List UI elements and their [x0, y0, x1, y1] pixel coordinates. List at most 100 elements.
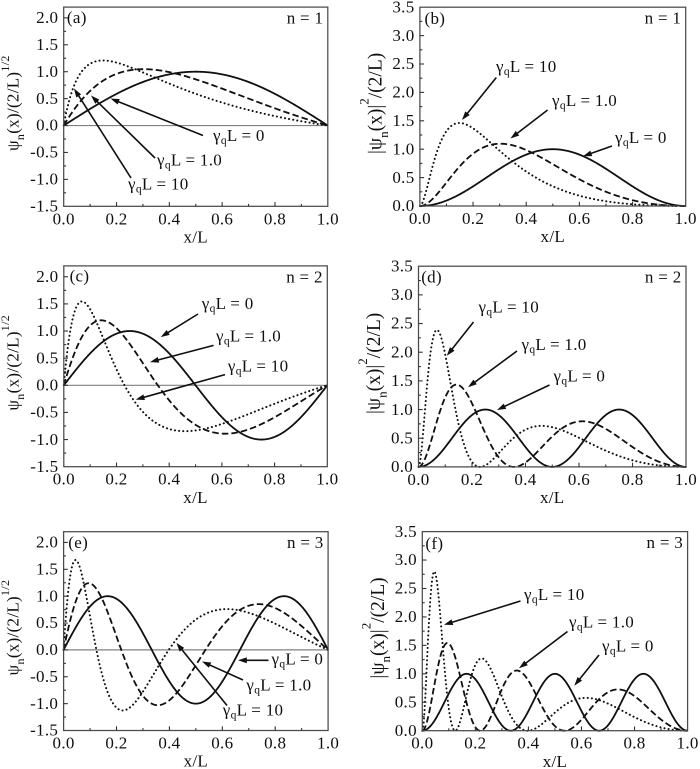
svg-text:1.5: 1.5 — [36, 35, 58, 54]
svg-text:(a): (a) — [67, 8, 87, 27]
svg-text:0.8: 0.8 — [264, 209, 286, 228]
svg-text:1.5: 1.5 — [391, 371, 413, 390]
svg-text:-1.5: -1.5 — [30, 721, 58, 740]
svg-text:0.2: 0.2 — [105, 734, 127, 753]
svg-text:3.5: 3.5 — [392, 0, 414, 16]
svg-text:-1.0: -1.0 — [30, 430, 58, 449]
svg-text:1.5: 1.5 — [392, 111, 414, 130]
svg-text:0.2: 0.2 — [462, 209, 484, 228]
svg-text:0.0: 0.0 — [392, 196, 414, 215]
svg-text:0.0: 0.0 — [36, 375, 58, 394]
svg-text:0.2: 0.2 — [461, 470, 483, 489]
svg-text:(e): (e) — [68, 533, 88, 552]
svg-text:0.8: 0.8 — [621, 470, 643, 489]
svg-text:-0.5: -0.5 — [30, 403, 58, 422]
svg-text:γqL = 0: γqL = 0 — [201, 294, 254, 315]
svg-text:0.2: 0.2 — [464, 734, 486, 753]
svg-text:(d): (d) — [421, 268, 442, 287]
svg-text:γqL = 10: γqL = 10 — [478, 297, 540, 318]
svg-text:x/L: x/L — [183, 488, 208, 507]
svg-text:n = 1: n = 1 — [287, 9, 324, 28]
svg-text:-1.0: -1.0 — [30, 170, 58, 189]
svg-text:0.0: 0.0 — [409, 209, 431, 228]
svg-text:γqL = 10: γqL = 10 — [523, 585, 585, 606]
svg-text:0.8: 0.8 — [264, 470, 286, 489]
svg-text:1.0: 1.0 — [317, 734, 339, 753]
svg-text:2.0: 2.0 — [36, 267, 58, 286]
svg-text:γqL = 0: γqL = 0 — [553, 367, 606, 388]
svg-text:1.5: 1.5 — [36, 560, 58, 579]
svg-text:0.4: 0.4 — [158, 209, 180, 228]
svg-text:1.0: 1.0 — [675, 209, 697, 228]
svg-text:0.0: 0.0 — [395, 721, 417, 740]
svg-text:0.8: 0.8 — [623, 734, 645, 753]
svg-text:0.6: 0.6 — [211, 470, 233, 489]
svg-text:1.0: 1.0 — [395, 664, 417, 683]
svg-text:1.5: 1.5 — [36, 294, 58, 313]
svg-text:0.5: 0.5 — [36, 348, 58, 367]
svg-text:3.0: 3.0 — [392, 26, 414, 45]
svg-text:γqL = 1.0: γqL = 1.0 — [245, 676, 311, 697]
svg-text:γqL = 10: γqL = 10 — [222, 700, 284, 721]
svg-text:1.5: 1.5 — [395, 636, 417, 655]
svg-text:0.4: 0.4 — [515, 209, 537, 228]
svg-text:0.2: 0.2 — [105, 209, 127, 228]
svg-text:0.5: 0.5 — [36, 613, 58, 632]
svg-text:γqL = 0: γqL = 0 — [212, 126, 265, 147]
svg-text:(c): (c) — [70, 267, 90, 286]
svg-text:γqL = 1.0: γqL = 1.0 — [521, 335, 587, 356]
svg-text:0.8: 0.8 — [264, 734, 286, 753]
svg-text:-0.5: -0.5 — [30, 143, 58, 162]
svg-text:γqL = 10: γqL = 10 — [495, 57, 557, 78]
svg-text:0.8: 0.8 — [621, 209, 643, 228]
svg-text:2.0: 2.0 — [391, 342, 413, 361]
svg-text:0.0: 0.0 — [391, 457, 413, 476]
svg-text:n = 1: n = 1 — [645, 9, 682, 28]
svg-text:1.0: 1.0 — [317, 209, 339, 228]
svg-text:0.6: 0.6 — [568, 470, 590, 489]
svg-text:x/L: x/L — [543, 752, 568, 769]
svg-text:(f): (f) — [425, 534, 443, 553]
svg-text:0.2: 0.2 — [105, 470, 127, 489]
svg-text:1.0: 1.0 — [36, 321, 58, 340]
svg-text:γqL = 1.0: γqL = 1.0 — [156, 151, 222, 172]
svg-text:1.0: 1.0 — [677, 734, 699, 753]
svg-text:γqL = 0: γqL = 0 — [614, 128, 667, 149]
svg-text:0.0: 0.0 — [53, 470, 75, 489]
svg-text:0.0: 0.0 — [53, 734, 75, 753]
svg-text:γqL = 1.0: γqL = 1.0 — [551, 91, 617, 112]
svg-text:x/L: x/L — [540, 488, 565, 507]
svg-text:x/L: x/L — [541, 227, 566, 246]
svg-text:x/L: x/L — [183, 228, 208, 247]
svg-text:3.5: 3.5 — [395, 522, 417, 541]
svg-text:3.0: 3.0 — [395, 550, 417, 569]
svg-text:1.0: 1.0 — [316, 470, 338, 489]
svg-text:1.0: 1.0 — [36, 62, 58, 81]
svg-text:n = 2: n = 2 — [286, 267, 323, 286]
svg-text:2.0: 2.0 — [36, 533, 58, 552]
svg-text:1.0: 1.0 — [675, 470, 697, 489]
svg-text:2.5: 2.5 — [391, 314, 413, 333]
svg-text:2.0: 2.0 — [395, 607, 417, 626]
svg-text:0.6: 0.6 — [568, 209, 590, 228]
svg-text:n = 3: n = 3 — [647, 533, 684, 552]
svg-text:γqL = 1.0: γqL = 1.0 — [568, 612, 634, 633]
svg-text:0.4: 0.4 — [514, 470, 536, 489]
svg-text:3.5: 3.5 — [391, 256, 413, 275]
svg-text:0.4: 0.4 — [158, 734, 180, 753]
svg-text:(b): (b) — [425, 9, 446, 28]
svg-text:0.6: 0.6 — [211, 209, 233, 228]
svg-text:1.0: 1.0 — [391, 400, 413, 419]
svg-text:0.5: 0.5 — [395, 692, 417, 711]
svg-text:-1.0: -1.0 — [30, 694, 58, 713]
svg-text:-0.5: -0.5 — [30, 667, 58, 686]
svg-text:γqL = 10: γqL = 10 — [127, 175, 189, 196]
svg-text:3.0: 3.0 — [391, 285, 413, 304]
svg-text:0.0: 0.0 — [407, 470, 429, 489]
svg-text:0.5: 0.5 — [391, 428, 413, 447]
svg-text:0.0: 0.0 — [36, 640, 58, 659]
svg-text:n = 3: n = 3 — [287, 533, 324, 552]
svg-text:2.5: 2.5 — [392, 54, 414, 73]
svg-text:-1.5: -1.5 — [30, 197, 58, 216]
svg-text:2.0: 2.0 — [392, 83, 414, 102]
